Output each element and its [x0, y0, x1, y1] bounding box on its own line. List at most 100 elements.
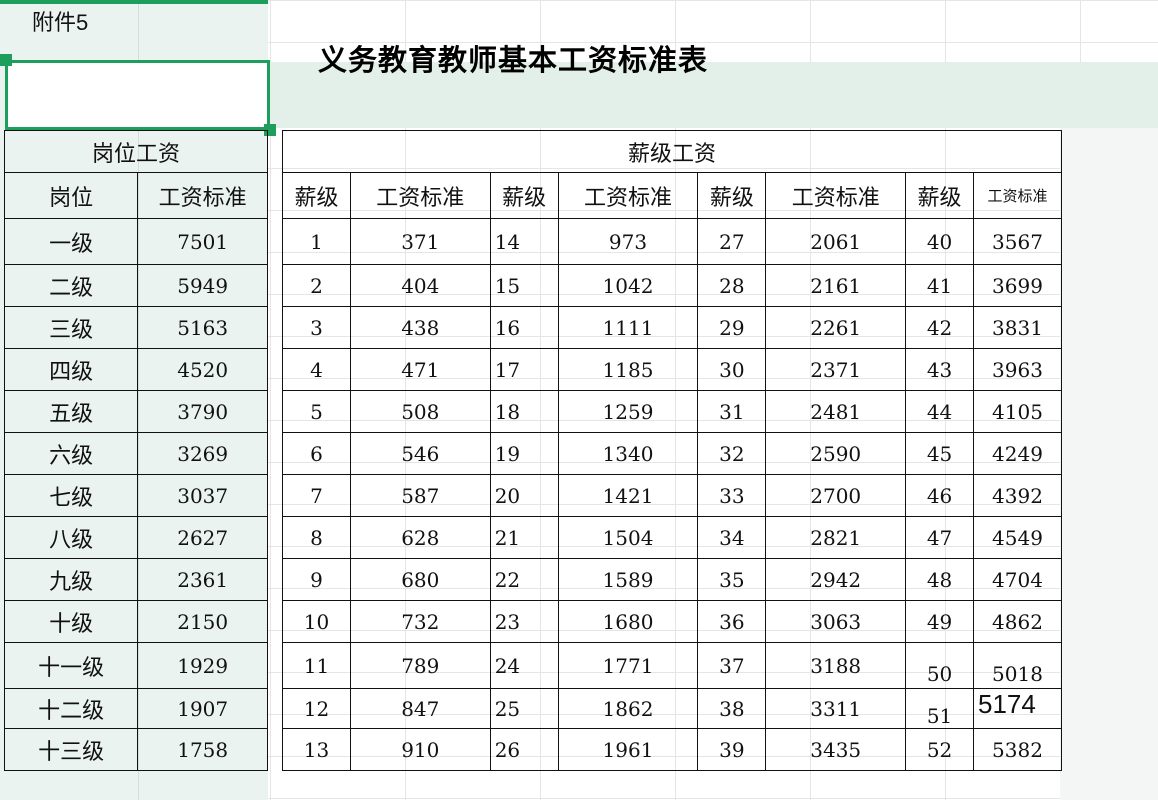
table-row: 四级 4520	[3, 348, 268, 391]
table-row: 七级 3037	[3, 474, 268, 517]
position-cell: 四级	[3, 348, 139, 391]
table-row: 十二级 1907	[3, 688, 268, 729]
pay-level-cell: 5	[282, 390, 351, 433]
pay-standard-cell: 3567	[973, 218, 1062, 265]
pay-standard-cell: 4105	[973, 390, 1062, 433]
pay-standard-cell: 1961	[557, 728, 699, 771]
table-row: 十三级 1758	[3, 728, 268, 771]
table-row: 五级 3790	[3, 390, 268, 433]
pay-standard-cell: 680	[349, 558, 491, 601]
pay-level-cell: 37	[697, 642, 767, 689]
pay-level-cell: 22	[489, 558, 559, 601]
pay-standard-cell: 3063	[765, 600, 907, 643]
position-standard-cell: 2627	[137, 516, 268, 559]
pay-standard-cell: 3699	[973, 264, 1062, 307]
pay-standard-cell: 2061	[765, 218, 907, 265]
pay-level-cell: 23	[489, 600, 559, 643]
position-cell: 九级	[3, 558, 139, 601]
position-cell: 十一级	[3, 642, 139, 689]
position-standard-cell: 3790	[137, 390, 268, 433]
pay-level-cell: 49	[905, 600, 975, 643]
pay-standard-cell: 4704	[973, 558, 1062, 601]
selected-row-highlight	[270, 62, 1158, 128]
level-column-header: 薪级	[697, 172, 767, 219]
position-standard-cell: 3269	[137, 432, 268, 475]
pay-standard-cell: 2821	[765, 516, 907, 559]
table-row: 9 680 22 1589 35 2942 48 4704	[282, 558, 1062, 601]
standard-column-header: 工资标准	[557, 172, 699, 219]
pay-level-cell: 6	[282, 432, 351, 475]
standard-column-header: 工资标准	[973, 172, 1062, 219]
table-row: 六级 3269	[3, 432, 268, 475]
pay-standard-cell: 3435	[765, 728, 907, 771]
grid-area	[1060, 128, 1158, 800]
pay-level-cell: 39	[697, 728, 767, 771]
pay-level-cell: 52	[905, 728, 975, 771]
pay-standard-cell: 973	[557, 218, 699, 265]
pay-level-cell: 18	[489, 390, 559, 433]
pay-level-cell: 45	[905, 432, 975, 475]
pay-level-cell: 50	[905, 642, 975, 689]
pay-standard-cell: 1042	[557, 264, 699, 307]
pay-level-cell: 36	[697, 600, 767, 643]
position-cell: 十二级	[3, 688, 139, 729]
table-row: 6 546 19 1340 32 2590 45 4249	[282, 432, 1062, 475]
document-title: 义务教育教师基本工资标准表	[318, 43, 709, 77]
standard-column-header: 工资标准	[137, 172, 268, 219]
pay-standard-cell: 2261	[765, 306, 907, 349]
pay-standard-cell: 2161	[765, 264, 907, 307]
position-standard-cell: 3037	[137, 474, 268, 517]
position-column-header: 岗位	[3, 172, 139, 219]
pay-level-cell: 27	[697, 218, 767, 265]
position-standard-cell: 2361	[137, 558, 268, 601]
attachment-label-cell[interactable]: 附件5	[32, 10, 89, 35]
pay-standard-cell: 4862	[973, 600, 1062, 643]
pay-level-cell: 25	[489, 688, 559, 729]
pay-standard-cell: 2700	[765, 474, 907, 517]
pay-standard-cell: 587	[349, 474, 491, 517]
position-cell: 六级	[3, 432, 139, 475]
pay-level-cell: 42	[905, 306, 975, 349]
pay-level-cell: 1	[282, 218, 351, 265]
pay-standard-cell: 371	[349, 218, 491, 265]
pay-level-cell: 14	[489, 218, 559, 265]
pay-standard-cell: 4392	[973, 474, 1062, 517]
selection-handle-top-left[interactable]	[0, 54, 12, 66]
pay-level-cell: 51	[905, 688, 975, 729]
level-column-header: 薪级	[282, 172, 351, 219]
pay-level-cell: 40	[905, 218, 975, 265]
position-cell: 一级	[3, 218, 139, 265]
position-cell: 三级	[3, 306, 139, 349]
pay-standard-cell: 5018	[973, 642, 1062, 689]
pay-standard-cell: 508	[349, 390, 491, 433]
table-row: 一级 7501	[3, 218, 268, 265]
pay-standard-cell: 910	[349, 728, 491, 771]
table-row: 十级 2150	[3, 600, 268, 643]
table-row: 7 587 20 1421 33 2700 46 4392	[282, 474, 1062, 517]
pay-standard-cell: 2590	[765, 432, 907, 475]
table-row: 11 789 24 1771 37 3188 50 5018	[282, 642, 1062, 689]
pay-standard-cell: 628	[349, 516, 491, 559]
table-row: 十一级 1929	[3, 642, 268, 689]
pay-level-cell: 48	[905, 558, 975, 601]
pay-level-cell: 21	[489, 516, 559, 559]
pay-standard-cell: 4549	[973, 516, 1062, 559]
standard-column-header: 工资标准	[765, 172, 907, 219]
pay-level-salary-header: 薪级工资	[282, 130, 1062, 173]
pay-level-cell: 38	[697, 688, 767, 729]
pay-level-cell: 9	[282, 558, 351, 601]
selected-cell[interactable]	[5, 60, 270, 130]
pay-level-cell: 16	[489, 306, 559, 349]
pay-standard-cell: 2371	[765, 348, 907, 391]
table-row: 三级 5163	[3, 306, 268, 349]
pay-standard-cell: 1504	[557, 516, 699, 559]
pay-standard-cell: 1862	[557, 688, 699, 729]
position-standard-cell: 1929	[137, 642, 268, 689]
pay-level-cell: 12	[282, 688, 351, 729]
pay-level-cell: 19	[489, 432, 559, 475]
table-row: 13 910 26 1961 39 3435 52 5382	[282, 728, 1062, 771]
pay-level-cell: 29	[697, 306, 767, 349]
pay-standard-cell: 732	[349, 600, 491, 643]
level-column-header: 薪级	[905, 172, 975, 219]
pay-standard-cell: 546	[349, 432, 491, 475]
